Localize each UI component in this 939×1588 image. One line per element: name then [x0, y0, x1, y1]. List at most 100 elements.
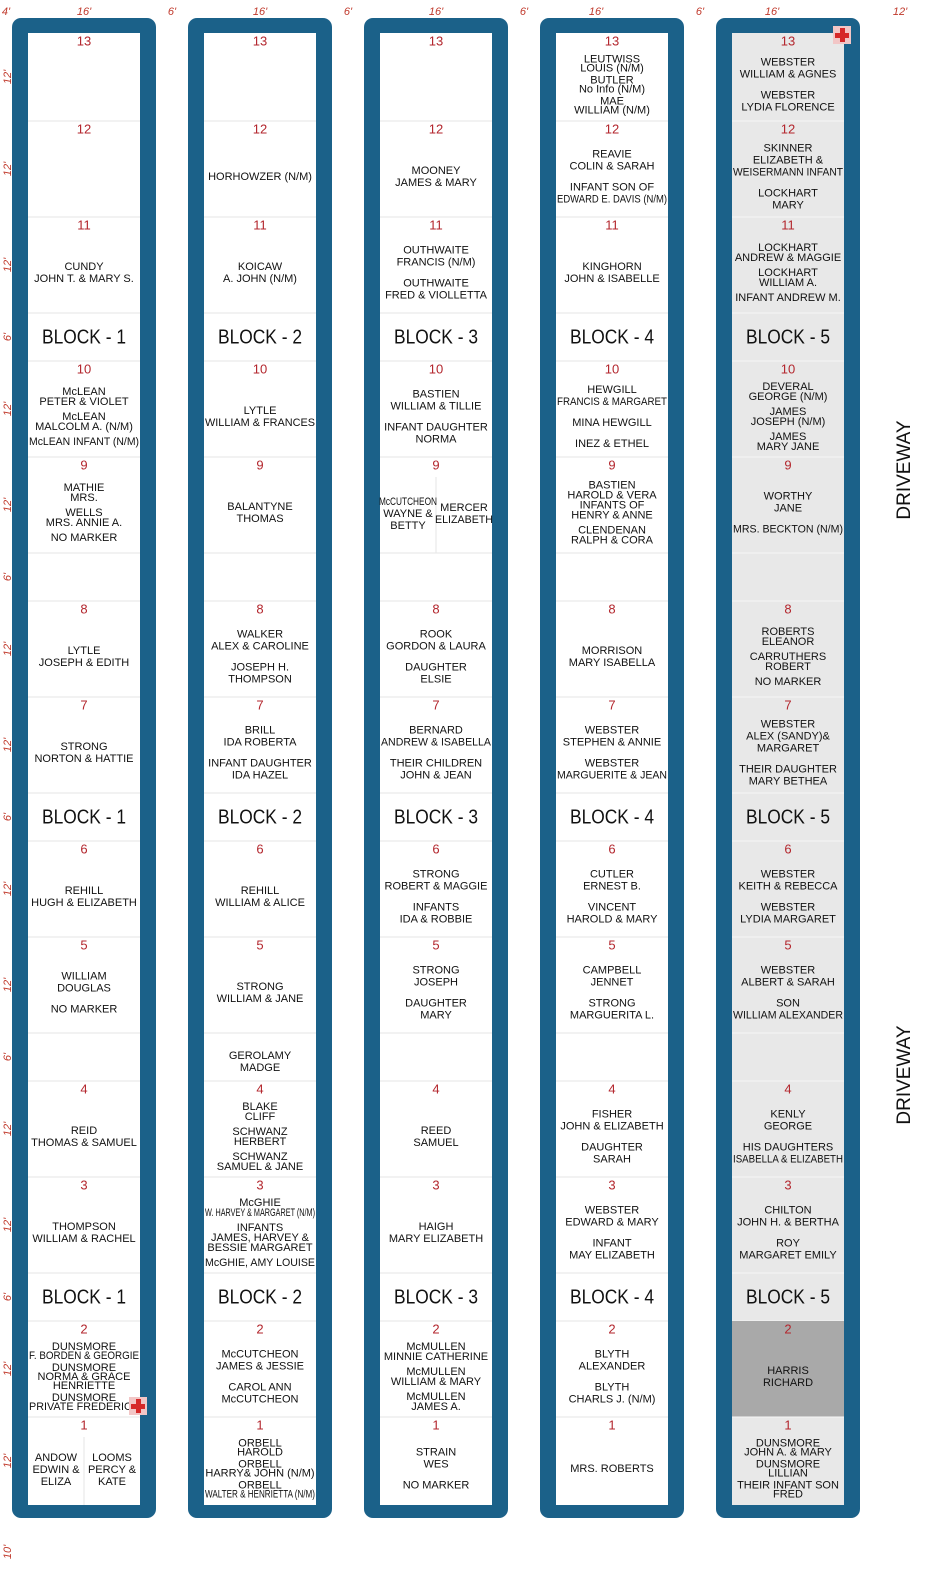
plot-number: 3 [80, 1177, 87, 1192]
plot-name: WILLIAM & TILLIE [391, 400, 482, 412]
plot-name: ANDREW & ISABELLA [381, 736, 492, 748]
icon-cross-v [136, 1399, 141, 1413]
plot-name: WELLS [65, 507, 102, 519]
plot-name: WEBSTER [761, 718, 815, 730]
dimension-label: 6' [696, 6, 705, 18]
plot-name: McLEAN INFANT (N/M) [29, 436, 139, 448]
plot-name: LILLIAN [768, 1467, 808, 1479]
plot-name: ORBELL [238, 1458, 281, 1470]
plot-name: CAMPBELL [583, 964, 642, 976]
plot-name: INFANT DAUGHTER [208, 757, 312, 769]
block-label: BLOCK - 5 [746, 806, 830, 828]
plot-name: JAMES [770, 431, 807, 443]
plot-number: 9 [256, 457, 263, 472]
dimension-label: 10' [2, 1544, 14, 1559]
plot-name: MATHIE [64, 482, 105, 494]
plot-name: HUGH & ELIZABETH [31, 897, 137, 909]
column-inner [556, 33, 668, 1505]
plot-name: DUNSMORE [52, 1341, 116, 1353]
plot-name: EDWIN & [32, 1464, 80, 1476]
column-inner [204, 33, 316, 1505]
plot-name: JOSEPH & EDITH [39, 657, 130, 669]
dimension-label: 16' [253, 6, 268, 18]
plot-name: LYDIA FLORENCE [741, 101, 834, 113]
plot-name: THOMPSON [52, 1221, 116, 1233]
plot-number: 11 [77, 217, 91, 232]
plot-number: 10 [605, 361, 619, 376]
marker-icon [129, 1397, 147, 1415]
plot-name: EDWARD & MARY [565, 1216, 659, 1228]
plot-name: DUNSMORE [756, 1437, 820, 1449]
plot-name: NORTON & HATTIE [34, 753, 133, 765]
plot-name: JOHN & ELIZABETH [560, 1120, 663, 1132]
plot-name: NO MARKER [403, 1479, 470, 1491]
plot-name: WORTHY [764, 490, 813, 502]
plot-number: 11 [429, 217, 443, 232]
plot-name: WILLIAM & FRANCES [205, 417, 315, 429]
plot-name: STRONG [412, 868, 459, 880]
plot-number: 2 [784, 1321, 791, 1336]
plot-name: JAMES & JESSIE [216, 1360, 304, 1372]
plot-name: WILLIAM A. [759, 277, 817, 289]
plot-number: 8 [608, 601, 615, 616]
plot-name: SON [776, 997, 800, 1009]
plot-name: LYTLE [244, 405, 277, 417]
block-label: BLOCK - 4 [570, 326, 654, 348]
plot-number: 9 [608, 457, 615, 472]
plot-number: 4 [784, 1081, 791, 1096]
plot-name: KOICAW [238, 261, 283, 273]
block-label: BLOCK - 4 [570, 806, 654, 828]
block-label: BLOCK - 2 [218, 326, 302, 348]
plot-number: 7 [256, 697, 263, 712]
plot-number: 13 [605, 33, 619, 48]
plot-name: STEPHEN & ANNIE [563, 736, 661, 748]
plot-name: NO MARKER [51, 1003, 118, 1015]
plot-number: 12 [429, 121, 443, 136]
plot-name: ORBELL [238, 1437, 281, 1449]
plot-name: MRS. ROBERTS [570, 1463, 654, 1475]
plot-name: ROBERTS [762, 626, 815, 638]
plot-name: MARY [772, 199, 804, 211]
plot-name: HAROLD & VERA [567, 489, 657, 501]
plot-name: LOCKHART [758, 242, 818, 254]
plot-name: HORHOWZER (N/M) [208, 171, 312, 183]
plot-name: SAMUEL & JANE [217, 1161, 303, 1173]
plot-name: ELIZABETH [435, 514, 493, 526]
dimension-label: 4' [2, 6, 11, 18]
plot-name: WEBSTER [761, 89, 815, 101]
plot-name: MARGARET EMILY [739, 1249, 837, 1261]
plot-name: ALEX (SANDY)& [746, 730, 830, 742]
plot-name: WEBSTER [761, 868, 815, 880]
dimension-label: 12' [2, 1453, 14, 1468]
plot-number: 7 [80, 697, 87, 712]
plot-name: INFANTS OF [580, 499, 645, 511]
plot-number: 3 [608, 1177, 615, 1192]
plot-number: 6 [432, 841, 439, 856]
plot-number: 3 [432, 1177, 439, 1192]
plot-name: JOSEPH H. [231, 661, 289, 673]
plot-name: STRONG [412, 964, 459, 976]
dimension-label: 12' [2, 1361, 14, 1376]
plot-name: NO MARKER [755, 676, 822, 688]
plot-number: 6 [608, 841, 615, 856]
plot-name: MARY [420, 1009, 452, 1021]
dimension-label: 6' [2, 332, 14, 341]
plot-name: JOSEPH (N/M) [751, 416, 826, 428]
dimension-label: 12' [2, 977, 14, 992]
plot-number: 9 [432, 457, 439, 472]
dimension-label: 12' [2, 641, 14, 656]
plot-name: PRIVATE FREDERICK [29, 1401, 140, 1413]
plot-name: MRS. [70, 492, 98, 504]
plot-name: WILLIAM & AGNES [740, 68, 837, 80]
plot-name: SARAH [593, 1153, 631, 1165]
plot-name: WILLIAM ALEXANDER [733, 1009, 843, 1021]
plot-number: 5 [256, 937, 263, 952]
block-label: BLOCK - 5 [746, 326, 830, 348]
plot-name: REHILL [65, 885, 104, 897]
plot-name: SAMUEL [413, 1137, 458, 1149]
plot-name: MARY BETHEA [749, 775, 828, 787]
plot-name: IDA ROBERTA [224, 736, 298, 748]
plot-name: NORMA [416, 433, 458, 445]
